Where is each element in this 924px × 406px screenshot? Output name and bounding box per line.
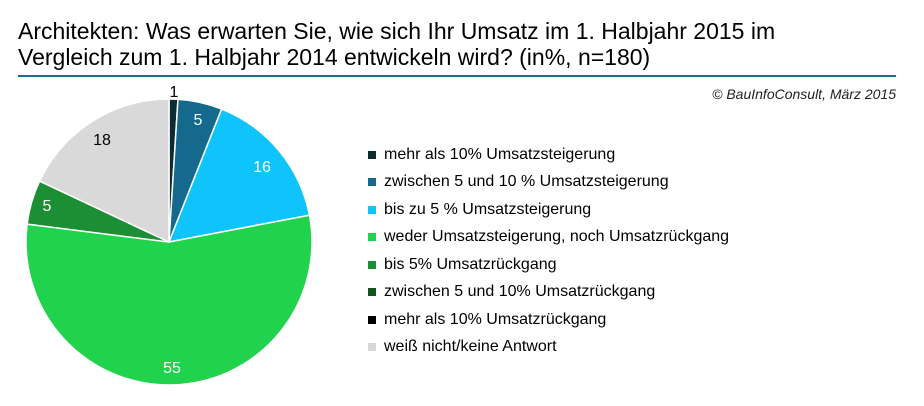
legend-item: weder Umsatzsteigerung, noch Umsatzrückg… bbox=[368, 224, 729, 252]
pie-slice bbox=[38, 98, 170, 244]
legend-label: weiß nicht/keine Antwort bbox=[384, 338, 557, 356]
chart-title: Architekten: Was erwarten Sie, wie sich … bbox=[18, 18, 918, 70]
title-underline bbox=[18, 75, 896, 77]
data-label: 16 bbox=[253, 159, 271, 176]
data-label: 18 bbox=[93, 132, 111, 149]
chart-title-line-1: Architekten: Was erwarten Sie, wie sich … bbox=[18, 18, 776, 44]
legend-swatch bbox=[368, 233, 376, 242]
source-credit: © BauInfoConsult, März 2015 bbox=[712, 86, 896, 102]
legend-item: bis zu 5 % Umsatzsteigerung bbox=[368, 196, 729, 224]
legend-swatch bbox=[368, 343, 376, 352]
legend-item: bis 5% Umsatzrückgang bbox=[368, 251, 729, 279]
legend-swatch bbox=[368, 205, 376, 214]
legend-swatch bbox=[368, 260, 376, 269]
data-label: 1 bbox=[170, 84, 179, 101]
legend-label: weder Umsatzsteigerung, noch Umsatzrückg… bbox=[384, 228, 730, 246]
legend-swatch bbox=[368, 288, 376, 297]
legend-label: mehr als 10% Umsatzrückgang bbox=[384, 310, 607, 328]
legend-label: zwischen 5 und 10 % Umsatzsteigerung bbox=[384, 173, 669, 191]
legend-label: bis zu 5 % Umsatzsteigerung bbox=[384, 200, 592, 218]
legend-item: mehr als 10% Umsatzsteigerung bbox=[368, 141, 729, 169]
legend-label: mehr als 10% Umsatzsteigerung bbox=[384, 145, 616, 163]
legend-item: zwischen 5 und 10 % Umsatzsteigerung bbox=[368, 169, 729, 197]
legend-label: bis 5% Umsatzrückgang bbox=[384, 255, 557, 273]
chart-legend: mehr als 10% Umsatzsteigerung zwischen 5 … bbox=[368, 141, 729, 361]
legend-item: mehr als 10% Umsatzrückgang bbox=[368, 306, 729, 334]
legend-swatch bbox=[368, 315, 376, 324]
legend-item: weiß nicht/keine Antwort bbox=[368, 334, 729, 362]
data-label: 5 bbox=[43, 198, 52, 215]
legend-swatch bbox=[368, 178, 376, 187]
pie-slice bbox=[167, 108, 311, 243]
chart-title-line-2: Vergleich zum 1. Halbjahr 2014 entwickel… bbox=[18, 44, 651, 70]
legend-item: zwischen 5 und 10% Umsatzrückgang bbox=[368, 279, 729, 307]
legend-label: zwischen 5 und 10% Umsatzrückgang bbox=[384, 283, 656, 301]
legend-swatch bbox=[368, 150, 376, 159]
data-label: 55 bbox=[163, 360, 181, 377]
data-label: 5 bbox=[194, 112, 203, 129]
pie-slice bbox=[25, 214, 313, 386]
